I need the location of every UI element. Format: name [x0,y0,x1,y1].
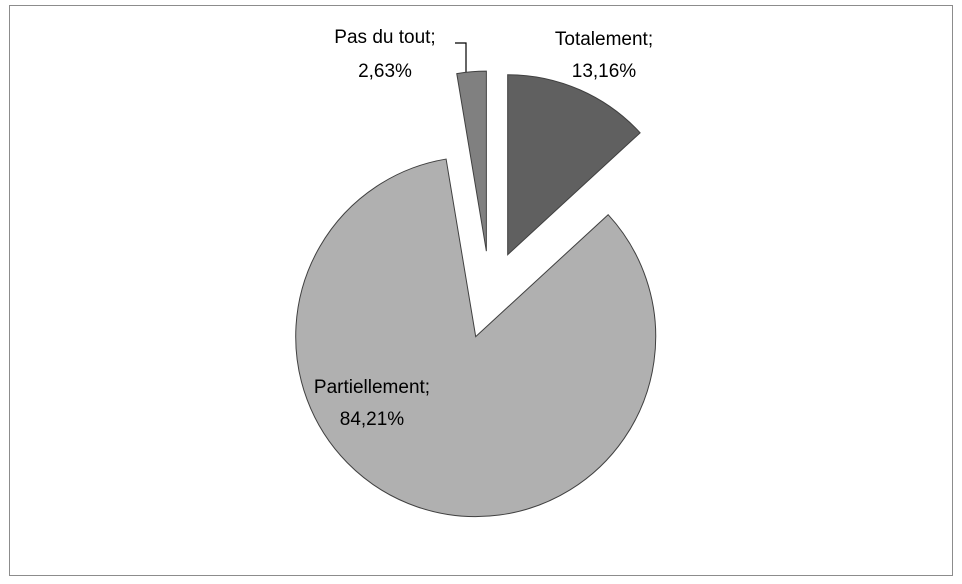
slice-value-label: 84,21% [340,409,405,430]
leader-line [455,42,467,72]
pie-slice [456,70,487,252]
pie-slice [295,158,657,518]
pie-slice [507,74,641,256]
slice-label: Totalement; [555,29,653,50]
slice-value-label: 13,16% [572,61,637,82]
slice-value-label: 2,63% [358,61,412,82]
slice-label: Partiellement; [314,377,430,398]
slice-label: Pas du tout; [334,27,435,48]
